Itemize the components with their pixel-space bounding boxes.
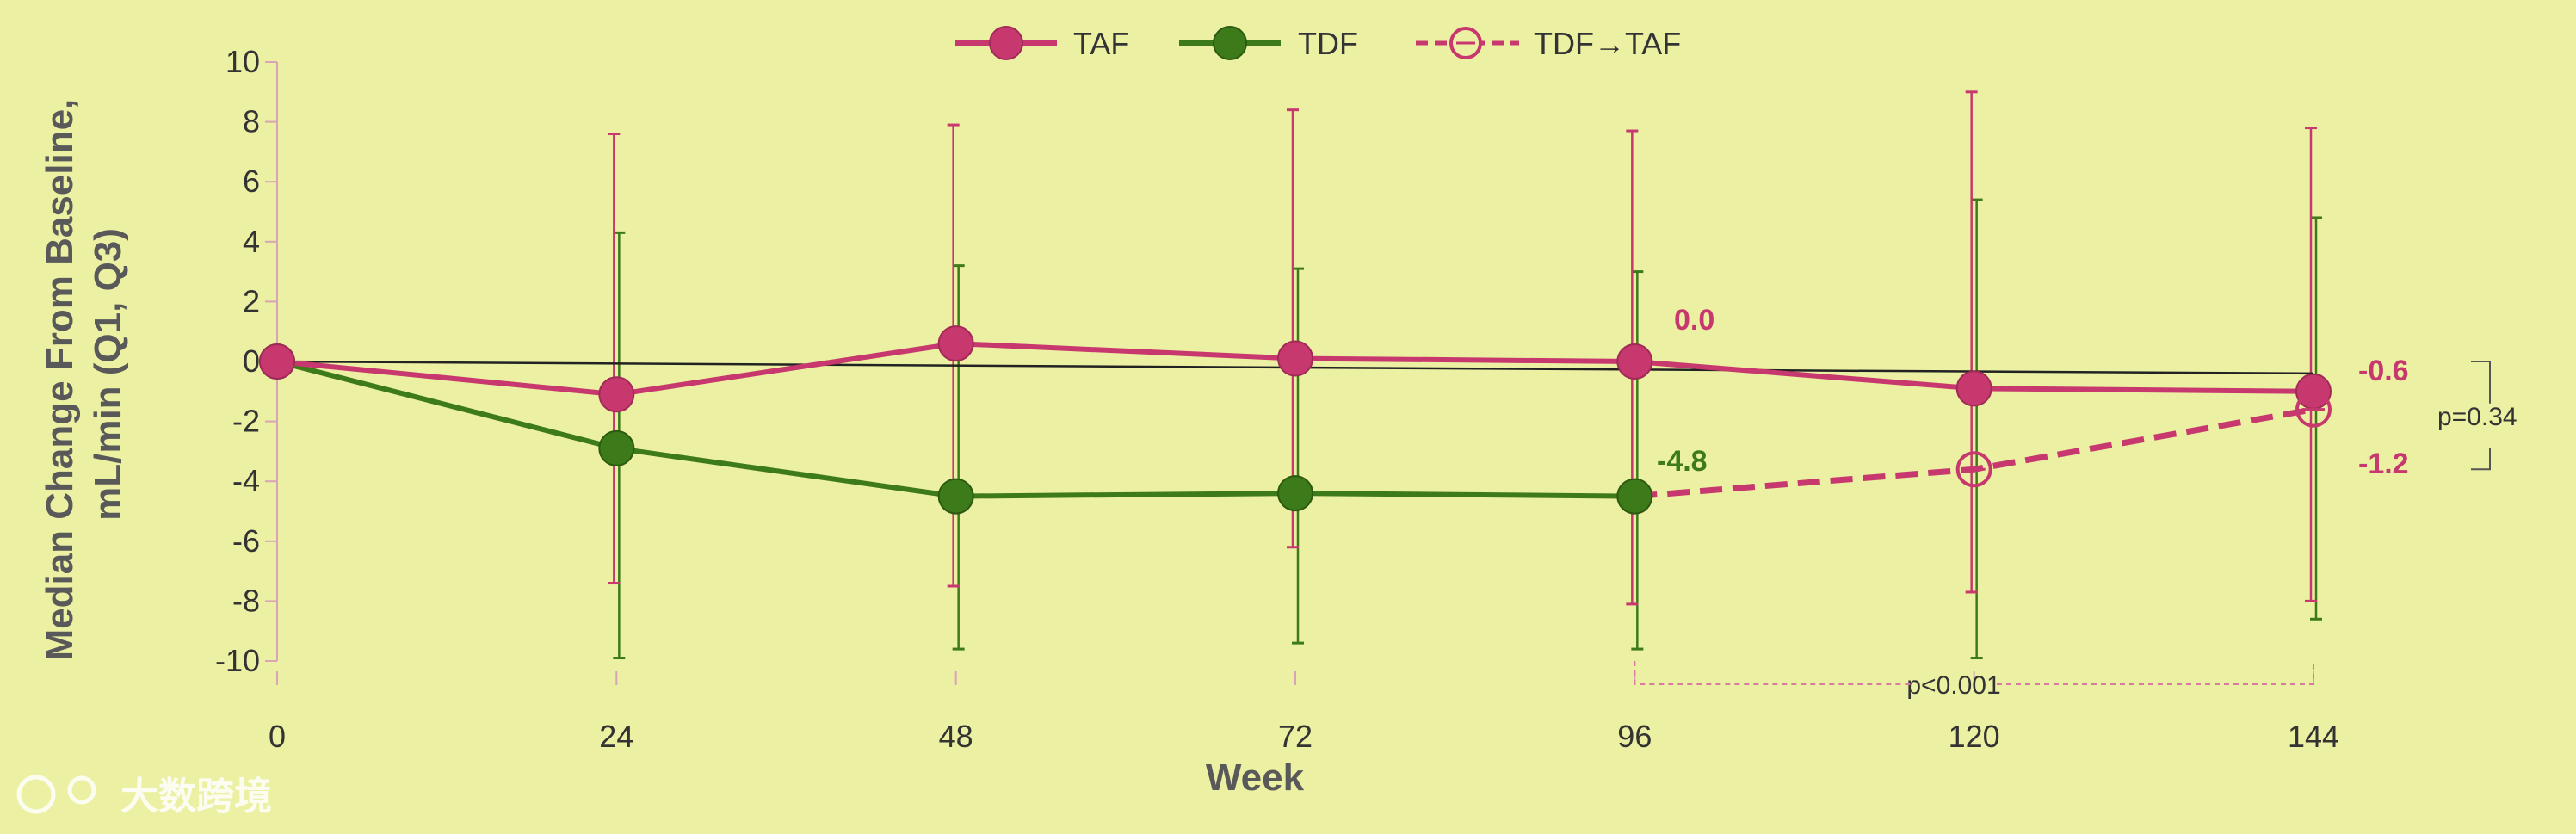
x-tick-label: 48	[939, 719, 973, 754]
p-bracket-bottom-left	[1634, 661, 1911, 685]
legend-marker-tdf	[1213, 26, 1247, 60]
watermark-text: 大数跨境	[120, 775, 272, 819]
p-bracket-right-top	[2471, 361, 2491, 404]
label-tdf-week96: -4.8	[1657, 445, 1708, 478]
p-value-right: p=0.34	[2437, 403, 2517, 431]
taf-point	[259, 343, 295, 380]
legend-label-taf: TAF	[1073, 26, 1129, 61]
legend-label-switch: TDF→TAF	[1534, 26, 1681, 61]
tdf-point	[1277, 475, 1313, 512]
legend: TAF TDF TDF→TAF	[955, 26, 1681, 61]
label-switch-week144: -1.2	[2358, 448, 2409, 480]
y-tick-label: -8	[232, 583, 260, 618]
y-tick-label: 8	[243, 104, 260, 139]
y-tick-label: 2	[243, 283, 260, 318]
y-tick-label: 0	[243, 343, 260, 379]
p-bracket-right-bottom	[2471, 448, 2491, 471]
y-tick-label: -6	[232, 523, 260, 559]
taf-point	[598, 376, 635, 413]
watermark-logo-icon-dot	[67, 775, 96, 805]
taf-point	[1616, 343, 1653, 380]
error-bars	[608, 90, 2322, 660]
x-tick-label: 120	[1949, 719, 2000, 754]
x-axis-title: Week	[1206, 757, 1305, 799]
label-taf-week144: -0.6	[2358, 355, 2409, 387]
y-tick-label: -10	[215, 643, 260, 678]
x-tick-label: 96	[1617, 719, 1652, 754]
y-tick-label: 4	[243, 224, 260, 259]
label-taf-week96: 0.0	[1674, 304, 1714, 337]
x-tick-label: 144	[2288, 719, 2339, 754]
y-axis-title-line2: mL/min (Q1, Q3)	[87, 228, 129, 521]
x-tick-label: 72	[1278, 719, 1313, 754]
tdf-point	[937, 478, 974, 515]
series-markers	[259, 325, 2332, 515]
y-tick-label: 10	[225, 44, 260, 79]
taf-point	[1955, 370, 1992, 407]
annotations: 0.0 -4.8 -0.6 -1.2 p=0.34 p<0.001	[1634, 304, 2517, 700]
tdf-taf-point	[1955, 451, 1992, 488]
legend-label-tdf: TDF	[1298, 26, 1358, 61]
watermark-logo-icon	[16, 775, 56, 814]
y-axis-title: Median Change From Baseline, mL/min (Q1,…	[39, 88, 129, 660]
y-tick-label: -2	[232, 404, 260, 439]
axes: 10 8 6 4 2 0 -2 -4 -6 -8 -10 0 24 48 72 96 120 144	[215, 44, 2339, 754]
tdf-taf-point	[2295, 391, 2332, 428]
x-tick-label: 24	[599, 719, 633, 754]
y-tick-label: 6	[243, 164, 260, 199]
taf-point	[1277, 340, 1313, 377]
tdf-point	[598, 429, 635, 466]
legend-marker-taf	[989, 26, 1023, 60]
p-bracket-bottom-right	[1997, 661, 2314, 685]
x-tick-label: 0	[269, 719, 286, 754]
tdf-point	[1616, 478, 1653, 515]
watermark: 大数跨境	[16, 775, 272, 819]
y-axis-title-line1: Median Change From Baseline,	[39, 99, 81, 661]
taf-point	[937, 325, 974, 362]
p-value-bottom: p<0.001	[1906, 671, 2000, 700]
y-tick-label: -4	[232, 463, 260, 498]
